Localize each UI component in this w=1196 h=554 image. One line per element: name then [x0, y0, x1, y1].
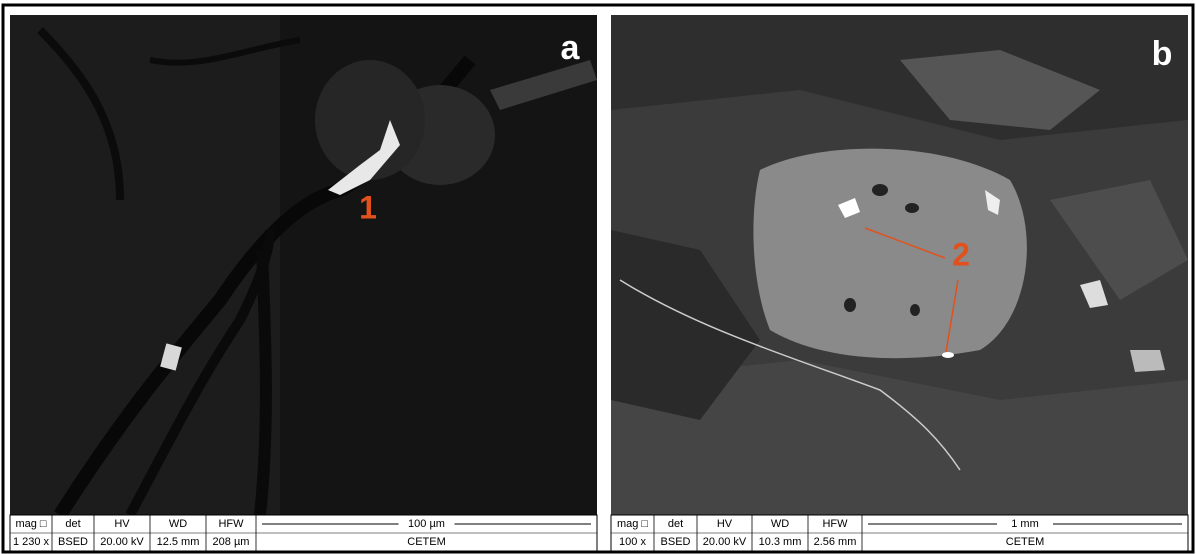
info-header: HFW [822, 518, 848, 530]
info-value: 20.00 kV [703, 536, 747, 548]
info-header: mag □ [15, 518, 46, 530]
info-value: 2.56 mm [814, 536, 857, 548]
info-header: HV [114, 518, 130, 530]
info-header: mag □ [617, 518, 648, 530]
info-value: BSED [58, 536, 88, 548]
info-value: BSED [661, 536, 691, 548]
panel-label: a [561, 29, 581, 67]
info-value: 20.00 kV [100, 536, 144, 548]
info-value: 1 230 x [13, 536, 50, 548]
institution: CETEM [407, 536, 446, 548]
scale-label: 100 µm [408, 518, 445, 530]
sem-image-b [611, 15, 1188, 515]
info-header: det [65, 518, 80, 530]
marker-label: 1 [359, 189, 377, 225]
info-header: HV [717, 518, 733, 530]
info-value: 100 x [619, 536, 646, 548]
scale-label: 1 mm [1011, 518, 1039, 530]
info-value: 208 µm [213, 536, 250, 548]
panel-label: b [1152, 35, 1173, 73]
sem-image-a [10, 15, 597, 515]
info-header: WD [771, 518, 789, 530]
info-header: HFW [218, 518, 244, 530]
info-value: 10.3 mm [759, 536, 802, 548]
figure: a b 1 2 mag □ 1 230 x det BSED HV 20.00 kV WD 1… [0, 0, 1196, 554]
marker-label: 2 [952, 236, 970, 272]
institution: CETEM [1006, 536, 1045, 548]
info-value: 12.5 mm [157, 536, 200, 548]
info-header: det [668, 518, 683, 530]
info-header: WD [169, 518, 187, 530]
